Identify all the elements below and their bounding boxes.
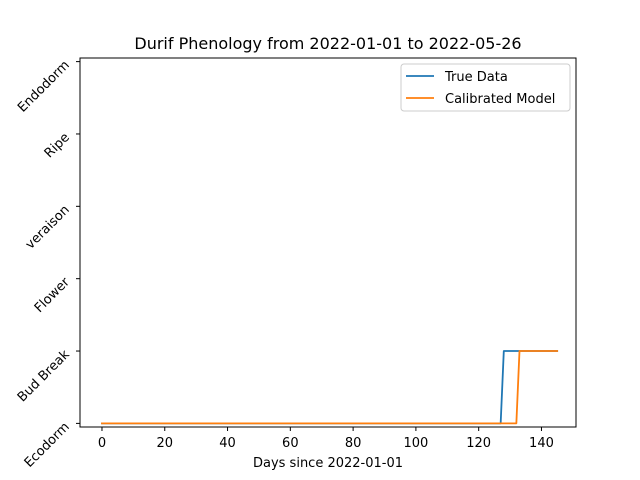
legend-box (400, 63, 571, 112)
legend-label: True Data (444, 70, 508, 85)
x-tick-label: 60 (282, 436, 299, 451)
plot-series (101, 350, 559, 425)
legend: True Data Calibrated Model (400, 63, 571, 112)
x-tick-label: 100 (403, 436, 428, 451)
x-tick-label: 140 (529, 436, 554, 451)
x-tick-label: 20 (156, 436, 173, 451)
legend-label: Calibrated Model (445, 92, 555, 107)
x-tick-label: 0 (98, 436, 106, 451)
x-axis-label: Days since 2022-01-01 (253, 456, 403, 471)
x-tick-label: 120 (466, 436, 491, 451)
series-line-calibrated-model (101, 350, 559, 425)
x-tick-label: 40 (219, 436, 236, 451)
chart-title: Durif Phenology from 2022-01-01 to 2022-… (134, 34, 521, 53)
x-ticks: 0 20 40 60 80 100 120 140 (98, 427, 554, 451)
x-tick-label: 80 (345, 436, 362, 451)
plot-frame (79, 57, 577, 428)
